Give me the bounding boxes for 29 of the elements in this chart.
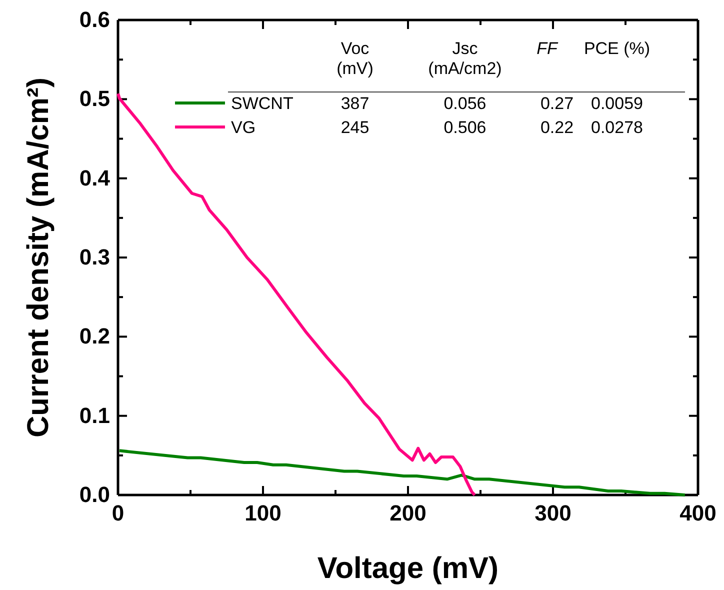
annotation: 245 xyxy=(340,118,370,137)
y-tick-label: 0.5 xyxy=(79,86,110,112)
annotation: FF xyxy=(536,39,559,58)
y-tick-label: 0.2 xyxy=(79,324,110,349)
x-tick-label: 200 xyxy=(390,500,426,526)
annotation: 387 xyxy=(340,94,370,113)
y-tick-label: 0.0 xyxy=(79,482,110,508)
legend-label: SWCNT xyxy=(231,94,294,113)
x-tick-label: 100 xyxy=(244,500,282,526)
y-tick-label: 0.4 xyxy=(79,165,111,190)
y-tick-label: 0.3 xyxy=(79,244,110,270)
annotation: 0.506 xyxy=(444,118,486,137)
annotation: Jsc (mA/cm2) xyxy=(428,39,502,78)
annotation: 0.056 xyxy=(444,94,486,113)
annotation: PCE (%) xyxy=(584,39,650,58)
line-series xyxy=(118,449,686,496)
x-tick-label: 400 xyxy=(680,500,716,526)
legend-label: VG xyxy=(231,118,256,137)
y-tick-label: 0.1 xyxy=(79,402,110,428)
y-tick-label: 0.6 xyxy=(79,7,110,32)
annotation: 0.27 xyxy=(540,94,574,113)
annotation: Voc (mV) xyxy=(336,39,374,78)
x-tick-label: 300 xyxy=(534,500,572,526)
x-tick-label: 0 xyxy=(112,500,124,526)
x-axis-title: Voltage (mV) xyxy=(317,552,499,585)
annotation: 0.0278 xyxy=(591,118,643,137)
annotation: 0.0059 xyxy=(591,94,643,113)
y-axis-title: Current density (mA/cm²) xyxy=(22,77,55,438)
annotation: 0.22 xyxy=(540,118,574,137)
